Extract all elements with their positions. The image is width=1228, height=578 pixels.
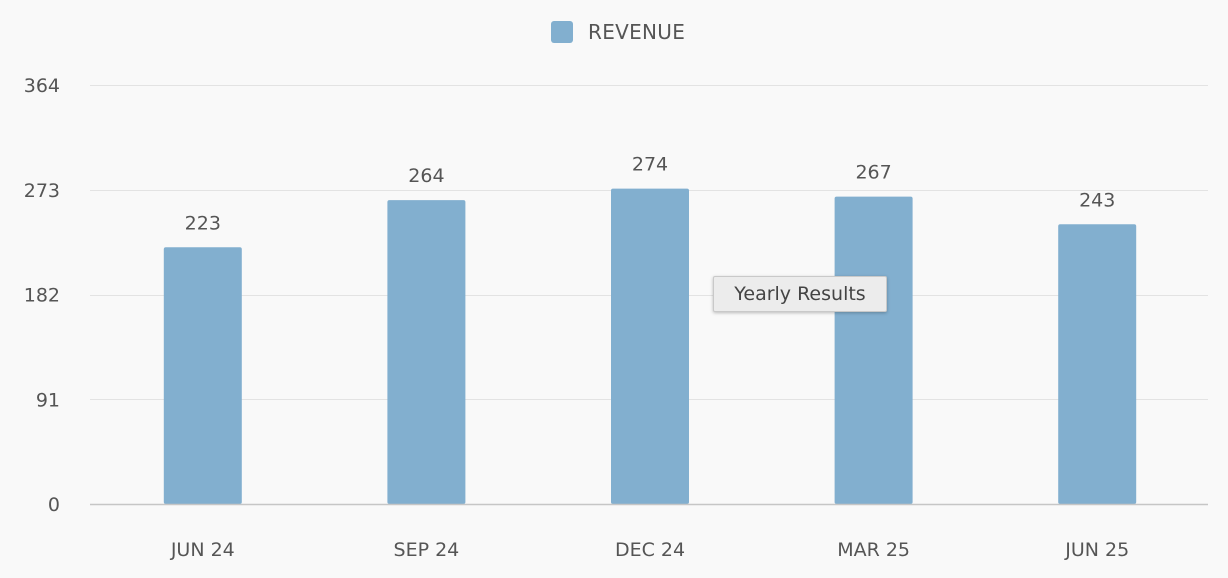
tooltip: Yearly Results bbox=[713, 276, 887, 312]
x-tick-label: MAR 25 bbox=[837, 539, 910, 561]
legend[interactable]: REVENUE bbox=[551, 20, 685, 44]
y-axis: 0 91 182 273 364 bbox=[24, 75, 60, 516]
bars bbox=[163, 188, 1137, 505]
x-tick-label: JUN 25 bbox=[1064, 539, 1129, 561]
x-tick-label: JUN 24 bbox=[170, 539, 235, 561]
bar[interactable] bbox=[834, 196, 913, 504]
data-label: 243 bbox=[1079, 189, 1115, 211]
bar[interactable] bbox=[611, 188, 689, 504]
x-axis: JUN 24 SEP 24 DEC 24 MAR 25 JUN 25 bbox=[90, 503, 1208, 561]
data-label: 223 bbox=[185, 212, 221, 234]
y-tick-label: 182 bbox=[24, 285, 60, 307]
data-label: 264 bbox=[408, 165, 444, 187]
legend-swatch-revenue bbox=[551, 21, 573, 43]
bar[interactable] bbox=[1058, 224, 1137, 505]
y-tick-label: 0 bbox=[48, 494, 60, 516]
x-tick-label: SEP 24 bbox=[394, 539, 460, 561]
data-label: 267 bbox=[855, 162, 891, 184]
legend-label-revenue: REVENUE bbox=[588, 20, 685, 44]
y-tick-label: 91 bbox=[36, 389, 60, 411]
y-tick-label: 273 bbox=[24, 180, 60, 202]
y-tick-label: 364 bbox=[24, 75, 60, 97]
x-tick-label: DEC 24 bbox=[615, 539, 685, 561]
data-labels: 223 264 274 267 243 bbox=[185, 154, 1116, 235]
bar[interactable] bbox=[387, 200, 466, 504]
data-label: 274 bbox=[632, 154, 668, 176]
bar[interactable] bbox=[163, 247, 242, 505]
